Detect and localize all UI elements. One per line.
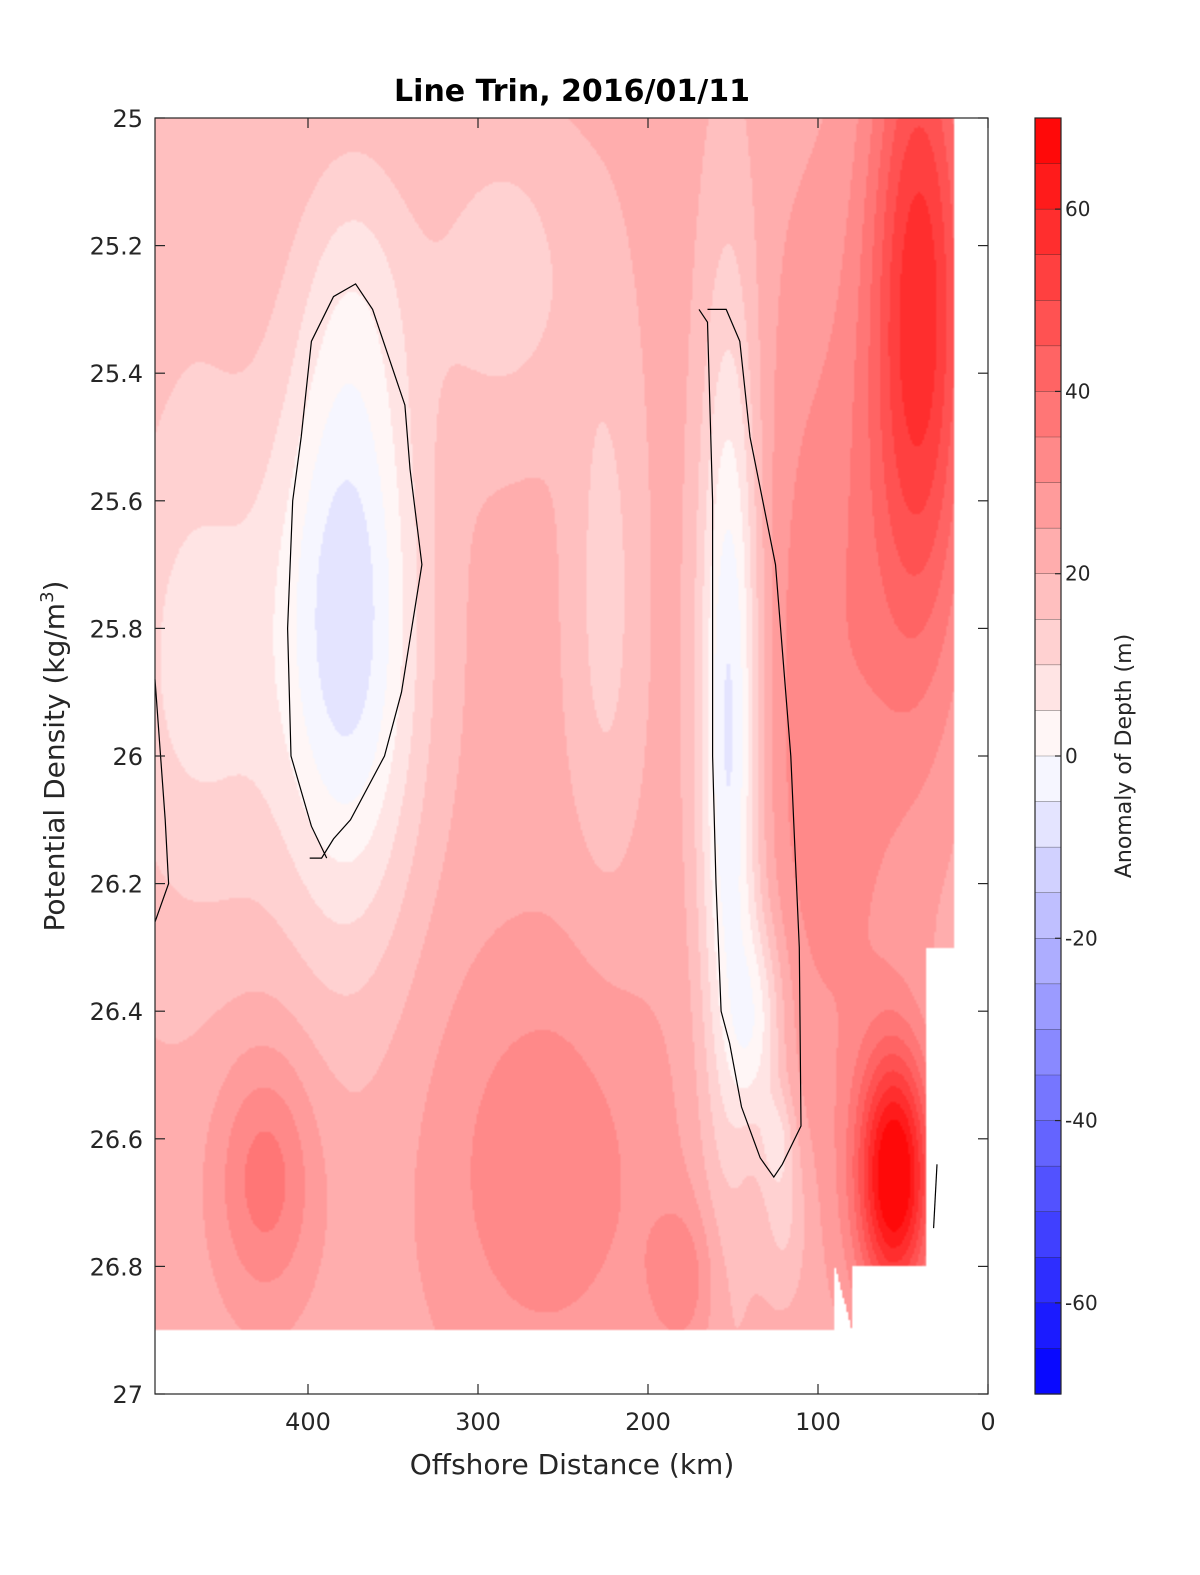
colorbar: 60 40 20 0 -20 -40 -60	[1034, 117, 1098, 1395]
colorbar-segment	[1035, 1120, 1061, 1167]
zero-contour-shelf-edge	[933, 1164, 938, 1229]
colorbar-segment	[1035, 482, 1061, 529]
x-tick-label: 200	[625, 1408, 671, 1436]
y-tick-label: 25.6	[90, 488, 143, 516]
x-axis-ticks: 400 300 200 100 0	[285, 118, 996, 1436]
colorbar-segments	[1035, 118, 1061, 1395]
colorbar-tick-label: -20	[1065, 926, 1098, 950]
colorbar-tick-label: 40	[1065, 379, 1090, 403]
y-tick-label: 25.8	[90, 615, 143, 643]
y-tick-label: 26.6	[90, 1126, 143, 1154]
anomaly-heatmap	[155, 118, 988, 1394]
colorbar-segment	[1035, 209, 1061, 256]
zero-contour-inshore-eddy	[698, 308, 802, 1179]
y-tick-label: 25.4	[90, 360, 143, 388]
colorbar-segment	[1035, 118, 1061, 165]
colorbar-segment	[1035, 437, 1061, 484]
colorbar-segment	[1035, 1348, 1061, 1395]
colorbar-segment	[1035, 254, 1061, 301]
y-axis-ticks: 25 25.2 25.4 25.6 25.8 26 26.2 26.4 26.6 26.8 27	[90, 105, 988, 1409]
y-axis-label: Potential Density (kg/m3)	[37, 581, 71, 932]
colorbar-segment	[1035, 1166, 1061, 1213]
zero-contour-offshore-eddy	[286, 283, 423, 859]
y-tick-label: 26.4	[90, 998, 143, 1026]
y-tick-label: 26.8	[90, 1253, 143, 1281]
zero-contour-layer	[154, 283, 938, 1229]
x-tick-label: 300	[455, 1408, 501, 1436]
colorbar-segment	[1035, 1211, 1061, 1258]
y-axis-label-close: )	[38, 581, 71, 592]
colorbar-segment	[1035, 619, 1061, 666]
colorbar-segment	[1035, 664, 1061, 712]
plot-area: 400 300 200 100 0 25 25.2 25.4 25.6 25.8 26 26.2 26…	[90, 105, 996, 1436]
x-tick-label: 400	[285, 1408, 331, 1436]
colorbar-ticks: 60 40 20 0 -20 -40 -60	[1055, 197, 1098, 1315]
colorbar-segment	[1035, 1075, 1061, 1122]
x-axis-label: Offshore Distance (km)	[410, 1448, 735, 1481]
colorbar-segment	[1035, 345, 1061, 393]
colorbar-tick-label: 0	[1065, 744, 1078, 768]
colorbar-segment	[1035, 801, 1061, 848]
y-axis-label-superscript: 3	[37, 591, 58, 602]
colorbar-segment	[1035, 938, 1061, 985]
colorbar-segment	[1035, 163, 1061, 210]
colorbar-segment	[1035, 391, 1061, 438]
colorbar-segment	[1035, 1029, 1061, 1076]
colorbar-segment	[1035, 892, 1061, 939]
zero-contour-western-edge	[154, 679, 170, 923]
colorbar-segment	[1035, 756, 1061, 803]
colorbar-segment	[1035, 528, 1061, 575]
x-tick-label: 0	[980, 1408, 995, 1436]
colorbar-segment	[1035, 983, 1061, 1031]
colorbar-tick-label: -60	[1065, 1291, 1098, 1315]
colorbar-segment	[1035, 1257, 1061, 1304]
colorbar-segment	[1035, 710, 1061, 757]
y-tick-label: 25.2	[90, 233, 143, 261]
y-axis-label-main: Potential Density (kg/m	[38, 603, 71, 932]
chart-title: Line Trin, 2016/01/11	[394, 74, 750, 109]
x-tick-label: 100	[795, 1408, 841, 1436]
y-tick-label: 26	[112, 743, 143, 771]
colorbar-tick-label: 20	[1065, 562, 1090, 586]
colorbar-segment	[1035, 847, 1061, 894]
colorbar-segment	[1035, 573, 1061, 620]
y-tick-label: 27	[112, 1381, 143, 1409]
colorbar-tick-label: -40	[1065, 1109, 1098, 1133]
y-tick-label: 25	[112, 105, 143, 133]
colorbar-tick-label: 60	[1065, 197, 1090, 221]
colorbar-label: Anomaly of Depth (m)	[1112, 634, 1137, 878]
colorbar-segment	[1035, 300, 1061, 347]
colorbar-segment	[1035, 1302, 1061, 1350]
y-tick-label: 26.2	[90, 871, 143, 899]
